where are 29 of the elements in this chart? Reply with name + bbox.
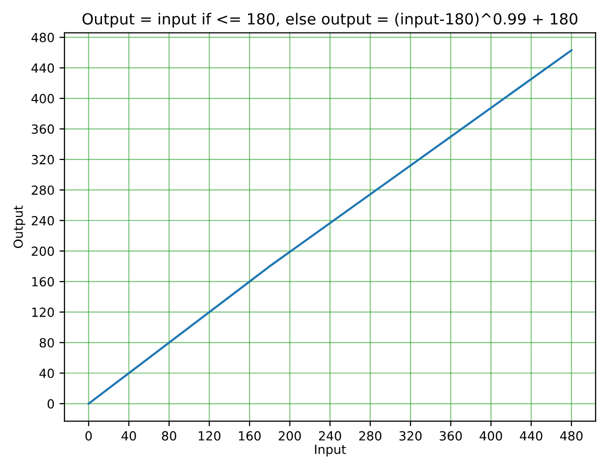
y-tick-label: 480: [32, 32, 54, 42]
x-tick-label: 80: [162, 431, 176, 441]
y-tick-label: 40: [39, 368, 54, 378]
y-tick-label: 320: [32, 154, 54, 164]
y-tick-label: 120: [32, 308, 54, 317]
y-axis-title: Output: [13, 206, 26, 248]
x-tick-label: 320: [400, 431, 422, 441]
x-axis-title: Input: [315, 444, 346, 457]
y-tick-label: 80: [40, 338, 54, 348]
y-tick-label: 200: [32, 246, 54, 256]
y-tick-label: 160: [32, 277, 54, 286]
y-tick-label: 360: [32, 124, 54, 134]
x-tick-label: 360: [440, 431, 462, 441]
x-tick-label: 480: [560, 431, 583, 441]
x-tick-label: 240: [319, 431, 342, 441]
y-tick-label: 440: [32, 63, 54, 73]
x-tick-label: 160: [238, 431, 261, 441]
x-tick-label: 120: [198, 431, 220, 441]
x-tick-label: 280: [359, 431, 382, 441]
y-tick-label: 240: [32, 216, 54, 226]
chart-title: Output = input if <= 180, else output = (input-180)^0.99 + 180: [82, 12, 578, 28]
x-tick-label: 200: [278, 431, 301, 441]
y-tick-label: 0: [48, 399, 54, 409]
y-tick-label: 400: [32, 94, 54, 104]
x-tick-label: 440: [520, 431, 542, 441]
x-tick-label: 400: [480, 431, 502, 441]
x-tick-label: 0: [85, 431, 92, 441]
y-tick-label: 280: [32, 185, 54, 195]
x-tick-label: 40: [122, 431, 136, 441]
